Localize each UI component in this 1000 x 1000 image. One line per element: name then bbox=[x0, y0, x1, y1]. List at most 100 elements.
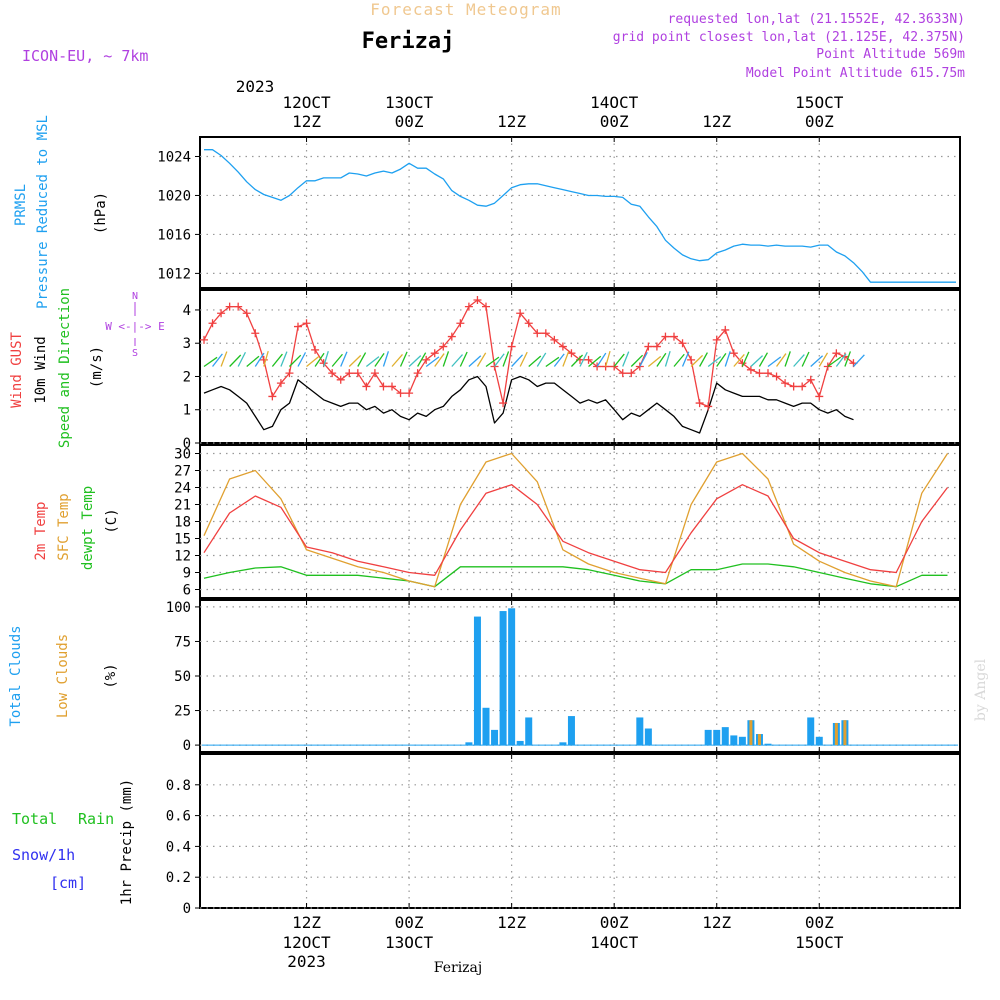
y-tick-label: 18 bbox=[174, 515, 191, 531]
y-tick-label: 0 bbox=[183, 901, 191, 917]
low-cloud-bar bbox=[757, 734, 761, 746]
wind-arrow bbox=[203, 356, 218, 368]
model-label: ICON-EU, ~ 7km bbox=[22, 47, 148, 65]
top-date-label: 15OCT bbox=[795, 93, 844, 112]
y-tick-label: 100 bbox=[166, 600, 191, 616]
dewpoint-line bbox=[203, 563, 948, 588]
compass-n: N bbox=[132, 291, 138, 302]
gust-marker bbox=[644, 342, 653, 351]
total-cloud-bar bbox=[499, 611, 507, 746]
top-hour-label: 12Z bbox=[497, 112, 526, 131]
gust-marker bbox=[302, 319, 311, 328]
wind-arrow bbox=[801, 351, 810, 367]
gust-marker bbox=[584, 355, 593, 364]
gust-marker bbox=[832, 349, 841, 358]
total-cloud-bar bbox=[516, 740, 524, 746]
wind-arrow bbox=[254, 352, 265, 367]
gust-marker bbox=[678, 339, 687, 348]
top-date-label: 14OCT bbox=[590, 93, 639, 112]
gust-marker bbox=[516, 309, 525, 318]
gust-marker bbox=[311, 345, 320, 354]
wind-arrow bbox=[750, 355, 764, 367]
gust-marker bbox=[405, 389, 414, 398]
gust-marker bbox=[652, 342, 661, 351]
total-cloud-bar bbox=[815, 736, 823, 746]
bottom-hour-label: 12Z bbox=[292, 913, 321, 932]
prmsl-unit-label: (hPa) bbox=[93, 192, 109, 234]
y-tick-label: 6 bbox=[183, 583, 191, 599]
total-clouds-label: Total Clouds bbox=[8, 625, 24, 726]
total-cloud-bar bbox=[525, 717, 533, 746]
gust-marker bbox=[806, 375, 815, 384]
y-tick-label: 0.4 bbox=[166, 839, 191, 855]
y-tick-label: 30 bbox=[174, 447, 191, 463]
wind-arrow bbox=[476, 352, 487, 367]
y-tick-label: 27 bbox=[174, 464, 191, 480]
wind-gust-line bbox=[203, 299, 854, 408]
top-hour-label: 00Z bbox=[805, 112, 834, 131]
wind-arrow bbox=[758, 352, 769, 367]
wind-arrow bbox=[306, 355, 320, 368]
temp-unit-label: (C) bbox=[104, 508, 120, 533]
total-cloud-bar bbox=[567, 716, 575, 746]
gust-marker bbox=[430, 349, 439, 358]
total-cloud-bar bbox=[636, 717, 644, 746]
wind-arrow bbox=[835, 353, 847, 367]
gust-marker bbox=[225, 302, 234, 311]
pressure-line bbox=[204, 149, 956, 283]
gust-marker bbox=[370, 369, 379, 378]
precip-snow-label: Snow/1h bbox=[12, 846, 75, 864]
compass-s: S bbox=[132, 348, 138, 359]
top-hour-label: 12Z bbox=[702, 112, 731, 131]
total-cloud-bar bbox=[738, 736, 746, 746]
total-cloud-bar bbox=[644, 728, 652, 746]
top-year: 2023 bbox=[236, 77, 275, 96]
bottom-date-label: 13OCT bbox=[385, 933, 434, 952]
gust-marker bbox=[798, 382, 807, 391]
temp-2m-line bbox=[203, 484, 949, 576]
gust-marker bbox=[815, 392, 824, 401]
gust-marker bbox=[464, 302, 473, 311]
y-tick-label: 0 bbox=[183, 436, 191, 452]
total-cloud-bar bbox=[713, 729, 721, 746]
gust-marker bbox=[670, 332, 678, 341]
gust-marker bbox=[328, 369, 337, 378]
wind-arrow bbox=[810, 355, 824, 367]
wind-unit-label: (m/s) bbox=[89, 346, 105, 388]
wind-arrow bbox=[297, 352, 307, 367]
panel-frame-0 bbox=[199, 136, 961, 289]
requested-coords: requested lon,lat (21.1552E, 42.3633N) bbox=[668, 12, 965, 27]
wind-arrow bbox=[442, 351, 450, 367]
gust-marker bbox=[823, 362, 832, 371]
gust-marker bbox=[550, 335, 559, 344]
wind-arrow bbox=[818, 352, 829, 367]
y-tick-label: 1016 bbox=[157, 227, 191, 243]
y-tick-label: 0.6 bbox=[166, 809, 191, 825]
gust-marker bbox=[251, 329, 260, 338]
gust-marker bbox=[336, 375, 345, 384]
wind-arrow bbox=[673, 353, 685, 367]
precip-cm-label: [cm] bbox=[50, 874, 86, 892]
gust-marker bbox=[276, 379, 285, 388]
gust-marker bbox=[353, 369, 362, 378]
precip-rain-label: Rain bbox=[78, 810, 114, 828]
total-cloud-bar bbox=[764, 743, 772, 746]
wind-arrow bbox=[570, 354, 584, 367]
wind-arrow bbox=[776, 353, 787, 367]
wind-arrow bbox=[220, 351, 228, 367]
top-hour-label: 00Z bbox=[395, 112, 424, 131]
gust-marker bbox=[456, 319, 465, 328]
top-date-label: 12OCT bbox=[282, 93, 331, 112]
gust-marker bbox=[242, 309, 251, 318]
footer-location: Ferizaj bbox=[434, 960, 482, 976]
wind-arrow bbox=[733, 353, 745, 367]
wind-10m-label: 10m Wind bbox=[33, 336, 49, 403]
wind-arrow bbox=[844, 351, 851, 367]
cloud-unit-label: (%) bbox=[103, 663, 119, 688]
wind-arrow bbox=[374, 353, 385, 367]
chart-title: Forecast Meteogram bbox=[370, 0, 561, 19]
gust-marker bbox=[772, 372, 781, 381]
wind-arrow bbox=[784, 351, 791, 367]
gust-marker bbox=[840, 352, 849, 361]
